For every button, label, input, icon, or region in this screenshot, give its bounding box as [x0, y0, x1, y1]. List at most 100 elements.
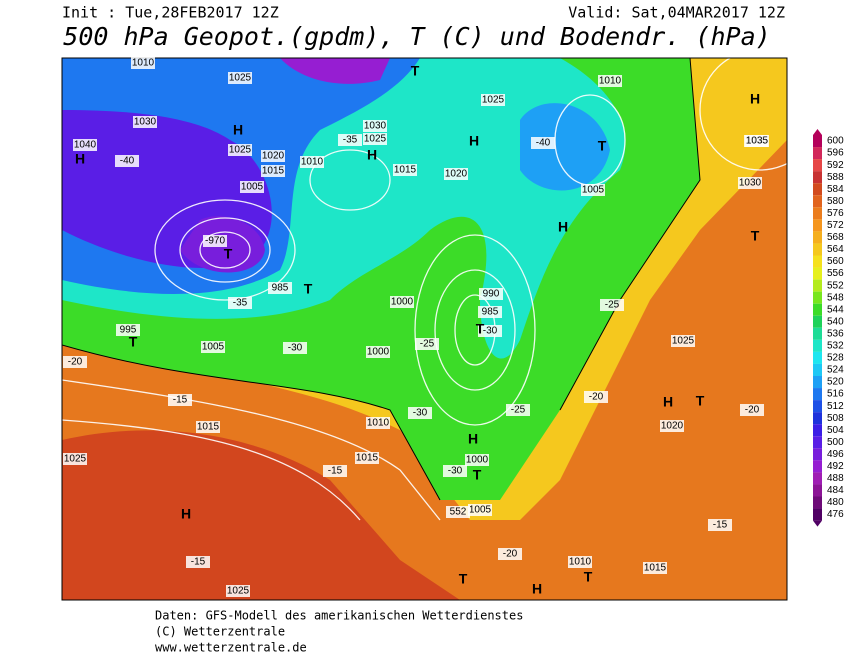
pressure-center: T	[224, 246, 233, 262]
isobar-label: -20	[503, 549, 518, 560]
footer-line: www.wetterzentrale.de	[155, 641, 307, 655]
isobar-label-box	[63, 453, 87, 465]
isobar-label: 552	[450, 507, 467, 518]
colorbar-label: 528	[827, 353, 844, 364]
colorbar-swatch	[813, 267, 822, 280]
isobar-label: 1025	[482, 95, 505, 106]
colorbar-swatch	[813, 339, 822, 352]
isobar-label-box	[468, 504, 492, 516]
isobar-label: 995	[120, 325, 137, 336]
isobar-label-box	[338, 134, 362, 146]
isobar-label: 1005	[469, 505, 492, 516]
isobar-label-box	[598, 75, 622, 87]
isobar-label: 1020	[445, 169, 468, 180]
isobar-label: 1010	[132, 58, 155, 69]
pressure-center: T	[476, 321, 485, 337]
isobar-label-box	[196, 421, 220, 433]
colorbar-label: 476	[827, 509, 844, 520]
colorbar-swatch	[813, 351, 822, 364]
isobar-label-box	[203, 235, 227, 247]
colorbar-swatch	[813, 243, 822, 256]
isobar-label-box	[531, 137, 555, 149]
colorbar-swatch	[813, 436, 822, 449]
isobar-label: 1015	[356, 453, 379, 464]
isobar-label: -15	[713, 520, 728, 531]
colorbar-label: 520	[827, 377, 844, 388]
isobar-label: 1005	[241, 182, 264, 193]
isobar-label: 1025	[64, 454, 87, 465]
init-time: Init : Tue,28FEB2017 12Z	[62, 4, 279, 22]
isobar-label: 1030	[739, 178, 762, 189]
colorbar-swatch	[813, 424, 822, 437]
map	[62, 58, 787, 600]
isobar-label-box	[479, 288, 503, 300]
colorbar-label: 588	[827, 172, 844, 183]
isobar-label-box	[581, 184, 605, 196]
isobar-label-box	[584, 391, 608, 403]
isobar-label: 1000	[391, 297, 414, 308]
isobar-label-box	[443, 465, 467, 477]
isobar-label: 1000	[466, 455, 489, 466]
colorbar-swatch	[813, 484, 822, 497]
colorbar-swatch	[813, 388, 822, 401]
colorbar-swatch	[813, 400, 822, 413]
colorbar-swatch	[813, 195, 822, 208]
isobar-label: 1020	[262, 151, 285, 162]
isobar-label: 1025	[227, 586, 250, 597]
isobar-label: -40	[120, 156, 135, 167]
isobar-label: 985	[482, 307, 499, 318]
isobar-label: -20	[589, 392, 604, 403]
colorbar-label: 504	[827, 425, 844, 436]
isobar-label: -30	[448, 466, 463, 477]
isobar-label-box	[283, 342, 307, 354]
colorbar-label: 492	[827, 461, 844, 472]
isobar-label: 1005	[582, 185, 605, 196]
colorbar-label: 552	[827, 280, 844, 291]
pressure-center: H	[75, 151, 85, 167]
isobar-label: 1025	[229, 73, 252, 84]
pressure-center: H	[181, 506, 191, 522]
colorbar-swatch	[813, 255, 822, 268]
isobar-label-box	[201, 341, 225, 353]
colorbar-label: 516	[827, 389, 844, 400]
isobar-label: 990	[483, 289, 500, 300]
colorbar-label: 548	[827, 292, 844, 303]
pressure-center: T	[598, 138, 607, 154]
isobar-label-box	[366, 417, 390, 429]
isobar-label: 1015	[644, 563, 667, 574]
isobar-label: -25	[605, 300, 620, 311]
isobar-label-box	[478, 306, 502, 318]
colorbar-label: 600	[827, 136, 844, 147]
isobar-label-box	[708, 519, 732, 531]
isobar-label-box	[116, 324, 140, 336]
colorbar-label: 508	[827, 413, 844, 424]
isobar-label-box	[671, 335, 695, 347]
isobar-label-box	[228, 72, 252, 84]
colorbar-swatch	[813, 315, 822, 328]
isobar-label: 1010	[599, 76, 622, 87]
colorbar-swatch	[813, 303, 822, 316]
colorbar-swatch	[813, 135, 822, 148]
isobar-label-box	[600, 299, 624, 311]
pressure-center: H	[468, 431, 478, 447]
pressure-center: H	[558, 219, 568, 235]
pressure-center: T	[129, 334, 138, 350]
valid-time: Valid: Sat,04MAR2017 12Z	[568, 4, 785, 22]
colorbar-label: 512	[827, 401, 844, 412]
isobar-label-box	[168, 394, 192, 406]
colorbar-swatch	[813, 183, 822, 196]
isobar-label-box	[568, 556, 592, 568]
isobar-label-box	[226, 585, 250, 597]
colorbar-label: 484	[827, 485, 844, 496]
isobar-label: -35	[233, 298, 248, 309]
isobar-label: -15	[328, 466, 343, 477]
isobar-label-box	[446, 506, 470, 518]
colorbar-swatch	[813, 376, 822, 389]
colorbar-label: 576	[827, 208, 844, 219]
colorbar-swatch	[813, 171, 822, 184]
colorbar-swatch	[813, 291, 822, 304]
isobar-label: 1015	[262, 166, 285, 177]
isobar-label-box	[393, 164, 417, 176]
isobar-label-box	[268, 282, 292, 294]
colorbar-label: 480	[827, 497, 844, 508]
